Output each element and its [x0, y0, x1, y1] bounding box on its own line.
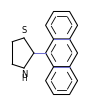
Text: S: S	[21, 26, 27, 35]
Text: N: N	[21, 70, 28, 79]
Text: H: H	[22, 74, 27, 83]
